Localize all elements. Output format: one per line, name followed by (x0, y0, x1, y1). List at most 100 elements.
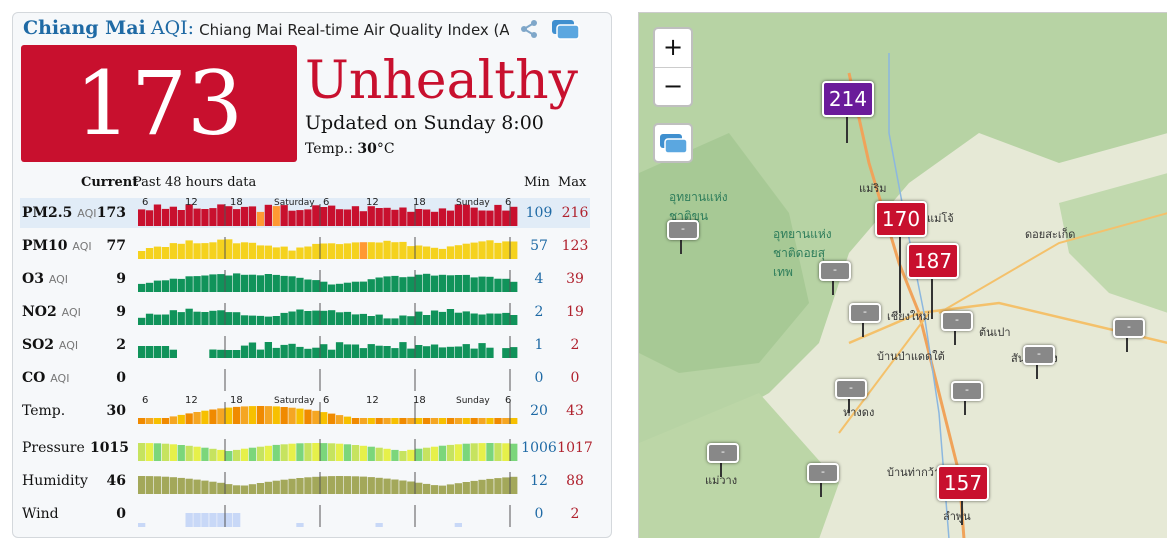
current-value: 2 (116, 337, 126, 353)
current-value: 1015 (90, 440, 129, 456)
no-data-station-marker[interactable]: - (951, 381, 983, 401)
history-bar (288, 407, 296, 424)
table-row[interactable]: CO AQI 0 0 0 (20, 363, 590, 393)
widget-icon[interactable] (551, 19, 581, 41)
history-bar (454, 312, 462, 325)
layers-button[interactable] (653, 123, 693, 163)
city-name[interactable]: Chiang Mai (23, 17, 146, 39)
table-row[interactable]: Temp. 30 6 12 18 Saturday 6 12 18 Sunday 6 20 43 (20, 396, 590, 426)
history-bar (209, 513, 217, 527)
table-row[interactable]: SO2 AQI 2 1 2 (20, 330, 590, 360)
history-bar (462, 418, 470, 424)
history-bar (320, 443, 328, 461)
history-sparkline[interactable] (138, 466, 518, 496)
marker-pin (931, 277, 933, 319)
history-bar (193, 243, 201, 259)
history-bar (328, 349, 336, 358)
history-bar (415, 482, 423, 494)
zoom-out-button[interactable]: − (662, 72, 684, 100)
row-name: PM10 (22, 238, 68, 254)
no-data-station-marker[interactable]: - (667, 220, 699, 240)
history-bar (359, 211, 367, 226)
zoom-in-button[interactable]: + (662, 33, 684, 61)
history-bar (217, 349, 225, 358)
history-bar (169, 416, 177, 424)
history-bar (415, 209, 423, 226)
history-bar (391, 242, 399, 259)
row-unit: AQI (72, 240, 92, 253)
aqi-map[interactable]: + − แม่ริม แม่โจ้ ดอยสะเก็ด อุทยานแห่งชา… (638, 12, 1167, 538)
aqi-station-marker[interactable]: 157 (937, 465, 989, 501)
history-sparkline[interactable] (138, 499, 518, 529)
history-sparkline[interactable] (138, 231, 518, 261)
history-sparkline[interactable] (138, 264, 518, 294)
max-value: 0 (570, 370, 580, 386)
history-bar (304, 279, 312, 292)
history-bar (296, 346, 304, 358)
no-data-station-marker[interactable]: - (807, 463, 839, 483)
no-data-station-marker[interactable]: - (819, 261, 851, 281)
history-sparkline[interactable]: 6 12 18 Saturday 6 12 18 Sunday 6 (138, 198, 518, 228)
history-bar (161, 418, 170, 424)
row-label: Temp. (22, 403, 65, 419)
table-row[interactable]: PM10 AQI 77 57 123 (20, 231, 590, 261)
history-bar (494, 278, 502, 292)
no-data-station-marker[interactable]: - (849, 303, 881, 323)
place-label: แม่ริม (859, 182, 887, 195)
history-bar (415, 448, 423, 461)
aqi-station-marker[interactable]: 214 (822, 81, 874, 117)
history-bar (478, 241, 486, 259)
no-data-station-marker[interactable]: - (835, 379, 867, 399)
aqi-station-marker[interactable]: 187 (907, 243, 959, 279)
history-bar (201, 312, 209, 325)
history-sparkline[interactable] (138, 330, 518, 360)
share-icon[interactable] (519, 19, 539, 39)
history-bar (438, 347, 447, 358)
table-row[interactable]: Humidity 46 12 88 (20, 466, 590, 496)
history-bar (367, 316, 375, 325)
max-value: 123 (561, 238, 589, 254)
history-bar (272, 247, 280, 259)
history-bar (225, 451, 233, 461)
history-bar (391, 479, 399, 494)
row-label: NO2 AQI (22, 304, 81, 320)
table-row[interactable]: NO2 AQI 9 2 19 (20, 297, 590, 327)
time-axis-label: Sunday (456, 396, 490, 406)
history-bar (407, 316, 415, 325)
history-bar (399, 315, 407, 325)
history-bar (375, 447, 383, 461)
history-bar (399, 480, 407, 494)
history-bar (328, 476, 336, 494)
history-bar (264, 445, 272, 461)
history-bar (256, 315, 265, 325)
table-row[interactable]: Wind 0 0 2 (20, 499, 590, 529)
history-sparkline[interactable]: 6 12 18 Saturday 6 12 18 Sunday 6 (138, 396, 518, 426)
history-bar (225, 513, 233, 527)
history-sparkline[interactable] (138, 297, 518, 327)
no-data-station-marker[interactable]: - (941, 311, 973, 331)
row-label: SO2 AQI (22, 337, 78, 353)
no-data-station-marker[interactable]: - (707, 443, 739, 463)
history-bar (328, 284, 336, 292)
history-sparkline[interactable] (138, 433, 518, 463)
history-bar (153, 246, 162, 259)
history-bar (296, 523, 304, 527)
history-bar (193, 276, 201, 292)
no-data-station-marker[interactable]: - (1023, 345, 1055, 365)
table-row[interactable]: O3 AQI 9 4 39 (20, 264, 590, 294)
aqi-station-marker[interactable]: 170 (875, 201, 927, 237)
history-bar (391, 418, 399, 424)
marker-pin (848, 397, 850, 413)
table-row[interactable]: Pressure 1015 1006 1017 (20, 433, 593, 463)
history-bar (304, 246, 312, 259)
row-label: Humidity (22, 473, 88, 489)
history-bar (423, 418, 431, 424)
history-bar (351, 314, 360, 325)
history-sparkline[interactable] (138, 363, 518, 393)
table-row[interactable]: PM2.5 AQI 173 6 12 18 Saturday 6 12 18 Sunday 6 109… (20, 198, 590, 228)
history-bar (177, 243, 185, 259)
history-bar (280, 479, 288, 494)
history-bar (430, 344, 439, 358)
row-label: PM10 AQI (22, 238, 92, 254)
no-data-station-marker[interactable]: - (1113, 318, 1145, 338)
